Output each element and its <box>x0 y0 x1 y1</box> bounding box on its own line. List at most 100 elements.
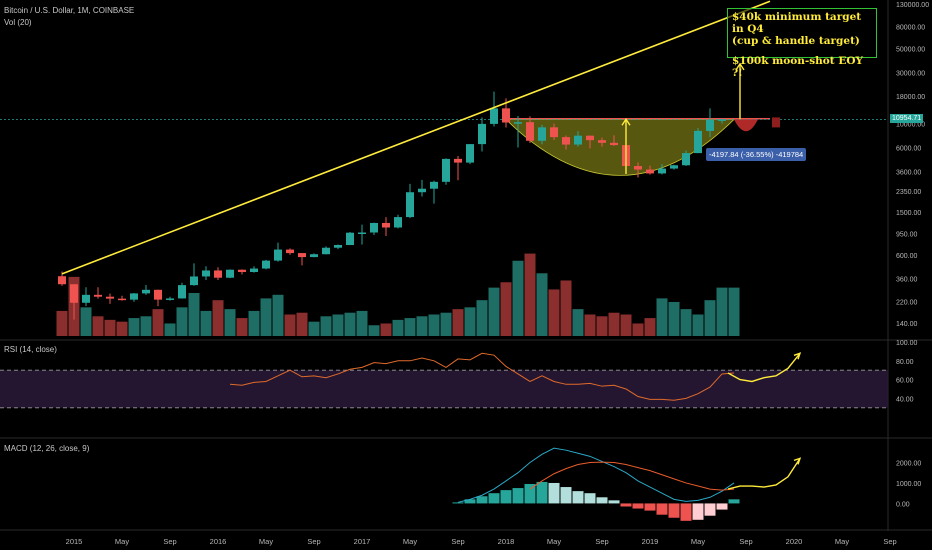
x-tick-label: May <box>691 537 705 546</box>
volume-bar <box>188 293 200 336</box>
candle-body <box>682 153 690 166</box>
volume-bar <box>464 307 476 336</box>
volume-bar <box>572 309 584 336</box>
rsi-tick-label: 40.00 <box>896 396 914 403</box>
volume-bar <box>260 298 272 336</box>
candle-body <box>334 245 342 248</box>
candle-body <box>718 119 726 121</box>
candle-body <box>346 232 354 246</box>
volume-bar <box>140 316 152 336</box>
volume-bar <box>128 318 140 336</box>
candle-body <box>286 249 294 254</box>
macd-histogram-bar <box>536 481 548 504</box>
macd-histogram-bar <box>620 503 632 507</box>
volume-bar <box>248 310 260 336</box>
volume-bar <box>92 316 104 336</box>
cup-depth-arrowhead <box>621 117 631 126</box>
x-tick-label: 2017 <box>354 537 371 546</box>
measure-label: -4197.84 (-36.55%) -419784 <box>706 148 807 161</box>
volume-bar <box>680 309 692 336</box>
rsi-projection-arrowhead <box>793 352 802 360</box>
handle-shape <box>734 119 758 132</box>
candle-body <box>202 270 210 277</box>
macd-projection-arrowhead <box>793 457 802 465</box>
volume-bar <box>368 325 380 336</box>
candle-body <box>514 122 522 124</box>
volume-bar <box>608 312 620 336</box>
rsi-band <box>0 370 888 408</box>
macd-histogram-bar <box>548 482 560 504</box>
volume-bar <box>488 287 500 336</box>
macd-histogram-bar <box>692 503 704 520</box>
candle-body <box>274 249 282 261</box>
annotation-line-1: $40k minimum target in Q4 <box>732 11 862 35</box>
volume-bar <box>80 307 92 336</box>
candle-body <box>190 276 198 286</box>
candle-body <box>298 253 306 258</box>
candle-body <box>70 284 78 303</box>
candle-body <box>466 144 474 163</box>
candle-body <box>94 294 102 297</box>
price-tick-label: 80000.00 <box>896 25 925 32</box>
rsi-tick-label: 100.00 <box>896 340 918 347</box>
macd-histogram-bar <box>572 491 584 504</box>
candle-body <box>574 135 582 145</box>
volume-bar <box>332 314 344 336</box>
candle-body <box>694 130 702 154</box>
volume-bar <box>692 314 704 336</box>
volume-bar <box>644 318 656 336</box>
volume-bar <box>104 319 116 336</box>
volume-bar <box>512 260 524 336</box>
volume-bar <box>428 314 440 336</box>
x-tick-label: 2020 <box>786 537 803 546</box>
trendline <box>61 0 771 275</box>
macd-histogram-bar <box>560 487 572 504</box>
candle-body <box>58 276 66 285</box>
price-tick-label: 3600.00 <box>896 169 921 176</box>
last-price-tag: 10954.71 <box>890 114 924 123</box>
volume-bar <box>728 287 740 336</box>
macd-histogram-bar <box>608 500 620 504</box>
candle-body <box>82 294 90 303</box>
macd-line <box>457 447 735 503</box>
volume-bar <box>272 294 284 336</box>
macd-histogram-bar <box>680 503 692 521</box>
volume-bar <box>440 312 452 336</box>
rsi-tick-label: 80.00 <box>896 359 914 366</box>
volume-bar <box>296 312 308 336</box>
candle-body <box>166 298 174 300</box>
symbol-legend: Bitcoin / U.S. Dollar, 1M, COINBASE <box>4 6 135 15</box>
macd-histogram-bar <box>704 503 716 516</box>
candle-body <box>478 123 486 145</box>
macd-histogram-bar <box>512 488 524 504</box>
price-tick-label: 220.00 <box>896 300 918 307</box>
candle-body <box>442 158 450 182</box>
price-tick-label: 6000.00 <box>896 145 921 152</box>
x-tick-label: Sep <box>451 537 464 546</box>
candle-body <box>178 285 186 299</box>
candle-body <box>394 217 402 228</box>
macd-projection <box>727 457 801 490</box>
rsi-legend: RSI (14, close) <box>4 345 57 354</box>
macd-histogram-bar <box>668 503 680 518</box>
candle-body <box>118 298 126 301</box>
x-tick-label: Sep <box>883 537 896 546</box>
candle-body <box>382 222 390 228</box>
rsi-tick-label: 60.00 <box>896 378 914 385</box>
candle-body <box>490 108 498 124</box>
candle-body <box>226 269 234 278</box>
volume-bar <box>224 309 236 336</box>
volume-bar <box>164 323 176 336</box>
candle-body <box>454 158 462 163</box>
rsi-projection <box>727 352 801 383</box>
projection-box <box>772 117 780 128</box>
volume-bar <box>548 289 560 336</box>
macd-legend: MACD (12, 26, close, 9) <box>4 444 90 453</box>
macd-histogram-bar <box>584 493 596 504</box>
candle-body <box>610 142 618 146</box>
x-tick-label: Sep <box>739 537 752 546</box>
x-tick-label: 2018 <box>498 537 515 546</box>
volume-bar <box>620 314 632 336</box>
volume-bar <box>536 273 548 336</box>
